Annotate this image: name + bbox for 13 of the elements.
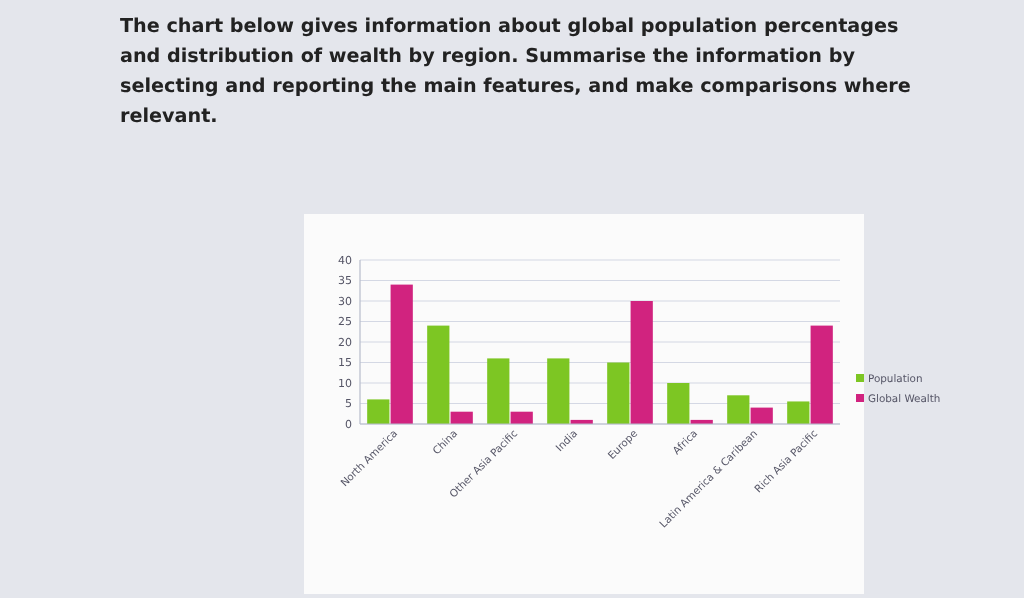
bar [787,401,810,424]
bar [547,358,570,424]
bar [810,325,833,424]
bar [487,358,510,424]
bar [750,407,773,424]
chart-title: The chart below gives information about global population percentages and distribution of wealth by region. Summarise the information by selecting and reporting the main features, and make comparisons where relevant. [120,16,912,128]
bar [727,395,750,424]
bar [607,362,630,424]
bar [667,383,690,424]
bar [367,399,390,424]
bar [390,284,413,424]
bar [630,301,653,424]
bar [427,325,450,424]
